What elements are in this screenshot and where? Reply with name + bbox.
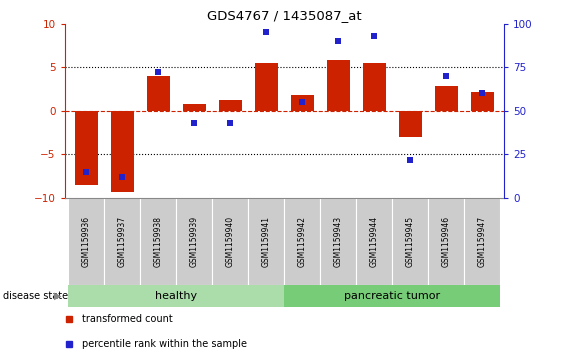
- Text: GSM1159946: GSM1159946: [442, 216, 451, 267]
- Bar: [428, 198, 464, 285]
- Point: [262, 29, 271, 35]
- Point: [406, 156, 415, 162]
- Text: healthy: healthy: [155, 291, 198, 301]
- Bar: [68, 198, 104, 285]
- Bar: [146, 76, 170, 111]
- Text: GSM1159942: GSM1159942: [298, 216, 307, 267]
- Point: [478, 90, 487, 96]
- Bar: [182, 104, 206, 111]
- Text: GSM1159940: GSM1159940: [226, 216, 235, 267]
- Bar: [464, 198, 501, 285]
- Bar: [284, 198, 320, 285]
- Point: [226, 120, 235, 126]
- Bar: [471, 91, 494, 111]
- Text: GSM1159947: GSM1159947: [478, 216, 487, 267]
- Bar: [248, 198, 284, 285]
- Text: GSM1159943: GSM1159943: [334, 216, 343, 267]
- Point: [334, 38, 343, 44]
- Point: [370, 33, 379, 39]
- Bar: [75, 111, 98, 185]
- Bar: [212, 198, 248, 285]
- Bar: [291, 95, 314, 111]
- Text: pancreatic tumor: pancreatic tumor: [344, 291, 440, 301]
- Bar: [284, 285, 501, 307]
- Bar: [254, 63, 278, 111]
- Point: [82, 169, 91, 175]
- Bar: [111, 111, 134, 192]
- Point: [154, 69, 163, 75]
- Title: GDS4767 / 1435087_at: GDS4767 / 1435087_at: [207, 9, 361, 23]
- Point: [298, 99, 307, 105]
- Text: GSM1159937: GSM1159937: [118, 216, 127, 267]
- Text: GSM1159944: GSM1159944: [370, 216, 379, 267]
- Text: GSM1159938: GSM1159938: [154, 216, 163, 267]
- Bar: [327, 60, 350, 111]
- Point: [442, 73, 451, 79]
- Bar: [320, 198, 356, 285]
- Bar: [356, 198, 392, 285]
- Bar: [176, 198, 212, 285]
- Bar: [363, 63, 386, 111]
- Text: disease state: disease state: [3, 291, 68, 301]
- Point: [190, 120, 199, 126]
- Text: GSM1159939: GSM1159939: [190, 216, 199, 267]
- Text: GSM1159945: GSM1159945: [406, 216, 415, 267]
- Bar: [392, 198, 428, 285]
- Bar: [399, 111, 422, 137]
- Text: transformed count: transformed count: [82, 314, 173, 324]
- Text: ▶: ▶: [54, 291, 62, 301]
- Bar: [104, 198, 140, 285]
- Text: GSM1159936: GSM1159936: [82, 216, 91, 267]
- Bar: [435, 86, 458, 111]
- Bar: [68, 285, 284, 307]
- Text: GSM1159941: GSM1159941: [262, 216, 271, 267]
- Point: [118, 174, 127, 180]
- Bar: [140, 198, 176, 285]
- Bar: [218, 100, 242, 111]
- Text: percentile rank within the sample: percentile rank within the sample: [82, 339, 247, 348]
